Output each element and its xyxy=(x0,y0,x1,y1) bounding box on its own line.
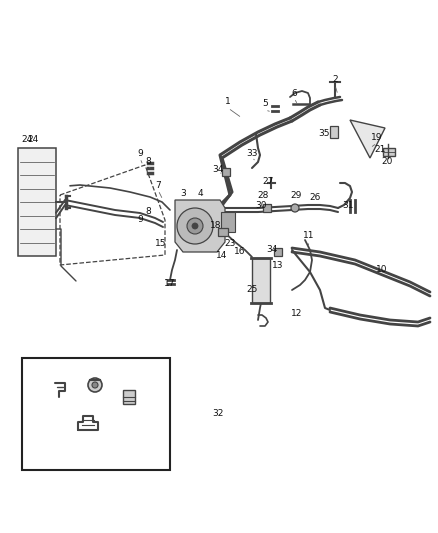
Bar xyxy=(221,212,235,232)
Text: 9: 9 xyxy=(137,215,143,224)
Text: 35: 35 xyxy=(318,128,330,138)
Text: 24: 24 xyxy=(21,135,32,144)
Circle shape xyxy=(177,208,213,244)
Bar xyxy=(330,126,338,138)
Circle shape xyxy=(92,382,98,388)
Text: 31: 31 xyxy=(342,201,354,211)
Text: 1: 1 xyxy=(225,98,231,107)
Text: 14: 14 xyxy=(216,251,228,260)
Text: 27: 27 xyxy=(262,176,274,185)
Text: 20: 20 xyxy=(381,157,393,166)
Circle shape xyxy=(88,378,102,392)
Text: 34: 34 xyxy=(266,246,278,254)
Bar xyxy=(22,358,170,470)
Text: 25: 25 xyxy=(246,286,258,295)
Bar xyxy=(263,204,271,212)
Bar xyxy=(123,390,135,404)
Text: 12: 12 xyxy=(291,309,303,318)
Text: 3: 3 xyxy=(180,189,186,198)
Text: 30: 30 xyxy=(255,201,267,211)
Bar xyxy=(18,148,56,256)
Circle shape xyxy=(291,204,299,212)
Text: 13: 13 xyxy=(272,261,284,270)
Circle shape xyxy=(192,223,198,229)
Text: 16: 16 xyxy=(234,246,246,255)
Text: 32: 32 xyxy=(212,408,224,417)
Text: 26: 26 xyxy=(309,193,321,203)
Circle shape xyxy=(187,218,203,234)
Text: 10: 10 xyxy=(376,265,388,274)
Text: 11: 11 xyxy=(303,231,315,240)
Text: 9: 9 xyxy=(137,149,143,157)
Bar xyxy=(218,228,228,236)
Polygon shape xyxy=(175,200,225,252)
Text: 18: 18 xyxy=(210,222,222,230)
Bar xyxy=(222,168,230,176)
Text: 4: 4 xyxy=(197,190,203,198)
Text: 23: 23 xyxy=(224,238,236,247)
Polygon shape xyxy=(350,120,385,158)
Text: 33: 33 xyxy=(246,149,258,157)
Text: 7: 7 xyxy=(155,181,161,190)
Text: 34: 34 xyxy=(212,166,224,174)
Text: 17: 17 xyxy=(164,279,176,288)
Text: 24: 24 xyxy=(27,135,39,144)
Text: 15: 15 xyxy=(155,238,167,247)
Text: 8: 8 xyxy=(145,157,151,166)
Bar xyxy=(252,258,270,303)
Bar xyxy=(274,248,282,256)
Text: 8: 8 xyxy=(145,206,151,215)
Text: 19: 19 xyxy=(371,133,383,142)
Text: 29: 29 xyxy=(290,191,302,200)
Text: 21: 21 xyxy=(374,144,386,154)
Text: 6: 6 xyxy=(291,88,297,98)
Text: 2: 2 xyxy=(332,76,338,85)
Text: 5: 5 xyxy=(262,100,268,109)
Text: 28: 28 xyxy=(257,191,268,200)
Bar xyxy=(383,148,395,156)
